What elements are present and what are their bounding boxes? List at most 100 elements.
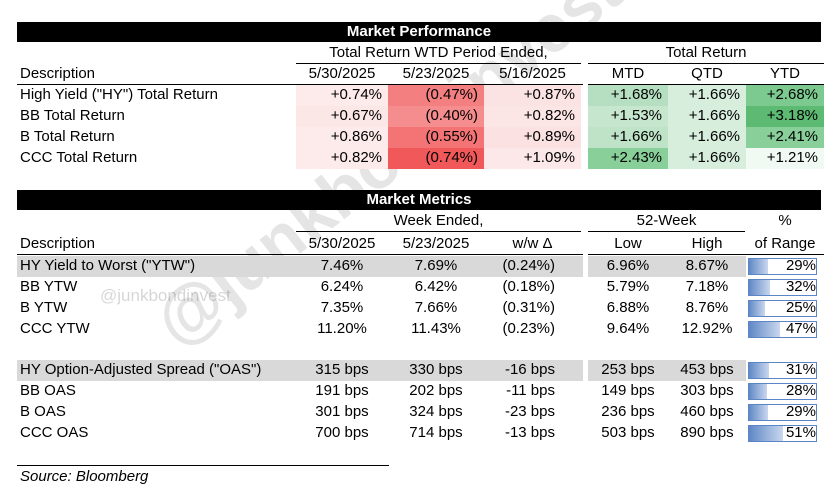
metrics-cell-col2: 11.43% [411, 320, 461, 337]
metrics-header-ww: w/w Δ [512, 235, 553, 252]
perf-cell-col6: +3.18% [766, 107, 818, 124]
range-bar-frame [748, 321, 817, 338]
perf-cell-bg [484, 85, 581, 106]
perf-cell-col3: +0.87% [523, 86, 575, 103]
range-bar [748, 321, 780, 338]
watermark-small: @junkbondinvest [100, 286, 231, 305]
metrics-cell-col4: 149 bps [601, 382, 655, 399]
metrics-cell-col2: 330 bps [409, 361, 463, 378]
metrics-cell-col5: 8.76% [685, 299, 729, 316]
metrics-row-shade [17, 256, 583, 277]
metrics-row-description: CCC YTW [20, 320, 90, 337]
metrics-cell-col1: 7.46% [320, 257, 364, 274]
metrics-cell-col4: 5.79% [606, 278, 650, 295]
metrics-header-col1: 5/30/2025 [308, 235, 376, 252]
perf-cell-bg [484, 106, 581, 127]
metrics-header-underline-left [17, 254, 583, 255]
metrics-row-description: CCC OAS [20, 424, 89, 441]
perf-header-underline-left [17, 84, 583, 85]
range-bar [748, 425, 783, 442]
range-bar-frame [748, 404, 817, 421]
metrics-row-description: B OAS [20, 403, 66, 420]
perf-row-description: B Total Return [20, 128, 115, 145]
metrics-cell-col3: (0.31%) [502, 299, 555, 316]
metrics-cell-col1: 11.20% [317, 320, 367, 337]
perf-cell-col5: +1.66% [688, 149, 740, 166]
metrics-cell-col6: 47% [785, 320, 816, 337]
perf-header-col1: 5/30/2025 [308, 65, 376, 82]
perf-cell-bg [388, 127, 484, 148]
metrics-cell-col2: 202 bps [409, 382, 463, 399]
range-bar-frame [748, 362, 817, 379]
metrics-header-col2: 5/23/2025 [402, 235, 470, 252]
metrics-cell-col3: -16 bps [504, 361, 555, 378]
perf-header-col2: 5/23/2025 [402, 65, 470, 82]
metrics-cell-col2: 6.42% [414, 278, 458, 295]
metrics-cell-col6: 28% [785, 382, 816, 399]
metrics-cell-col4: 6.96% [606, 257, 650, 274]
perf-header-description: Description [20, 65, 96, 82]
metrics-cell-col1: 301 bps [315, 403, 369, 420]
metrics-cell-col5: 460 bps [680, 403, 734, 420]
metrics-cell-col5: 890 bps [680, 424, 734, 441]
metrics-header-high: High [691, 235, 723, 252]
metrics-row-shade [588, 360, 746, 381]
perf-group-underline-tr [588, 63, 824, 64]
perf-cell-bg [296, 85, 388, 106]
perf-header-underline-right [588, 84, 824, 85]
metrics-cell-col5: 453 bps [680, 361, 734, 378]
perf-group-underline-wtd [296, 63, 581, 64]
perf-cell-col3: +0.82% [523, 107, 575, 124]
metrics-cell-col1: 7.35% [320, 299, 364, 316]
perf-cell-col6: +2.68% [766, 86, 818, 103]
perf-cell-col1: +0.67% [330, 107, 382, 124]
metrics-row-description: BB YTW [20, 278, 78, 295]
metrics-cell-col3: -13 bps [504, 424, 555, 441]
perf-row-description: BB Total Return [20, 107, 125, 124]
perf-cell-bg [388, 106, 484, 127]
metrics-cell-col5: 8.67% [685, 257, 729, 274]
perf-cell-bg [296, 148, 388, 169]
perf-cell-bg [668, 127, 746, 148]
perf-row-description: High Yield ("HY") Total Return [20, 86, 218, 103]
market-metrics-title: Market Metrics [17, 190, 821, 210]
perf-cell-bg [484, 148, 581, 169]
perf-cell-bg [296, 106, 388, 127]
metrics-cell-col3: (0.18%) [502, 278, 555, 295]
perf-cell-col4: +1.66% [610, 128, 662, 145]
perf-cell-col6: +1.21% [766, 149, 818, 166]
metrics-group-underline-week [296, 231, 581, 232]
market-performance-title: Market Performance [17, 22, 821, 42]
metrics-cell-col1: 315 bps [315, 361, 369, 378]
metrics-cell-col3: -11 bps [506, 382, 555, 399]
perf-cell-bg [746, 85, 824, 106]
metrics-cell-col5: 12.92% [681, 320, 733, 337]
perf-cell-bg [668, 106, 746, 127]
perf-cell-col5: +1.66% [688, 86, 740, 103]
metrics-header-description: Description [20, 235, 96, 252]
perf-cell-bg [588, 127, 668, 148]
metrics-cell-col6: 51% [785, 424, 816, 441]
perf-cell-col1: +0.86% [330, 128, 382, 145]
perf-cell-col3: +0.89% [523, 128, 575, 145]
perf-cell-bg [484, 127, 581, 148]
perf-group-total-return: Total Return [665, 44, 747, 61]
perf-group-wtd: Total Return WTD Period Ended, [329, 44, 548, 61]
perf-cell-col2: (0.47%) [425, 86, 478, 103]
perf-header-ytd: YTD [770, 65, 800, 82]
metrics-cell-col3: (0.24%) [502, 257, 555, 274]
metrics-cell-col1: 700 bps [315, 424, 369, 441]
metrics-header-of-range: of Range [754, 235, 816, 252]
perf-cell-col1: +0.82% [330, 149, 382, 166]
metrics-cell-col6: 29% [785, 403, 816, 420]
metrics-group-underline-52 [588, 231, 745, 232]
perf-cell-col6: +2.41% [766, 128, 818, 145]
perf-cell-bg [746, 148, 824, 169]
range-bar [748, 279, 770, 296]
perf-cell-col2: (0.55%) [425, 128, 478, 145]
metrics-header-underline-right [588, 254, 824, 255]
metrics-cell-col3: (0.23%) [502, 320, 555, 337]
perf-cell-col2: (0.74%) [425, 149, 478, 166]
range-bar-frame [748, 279, 817, 296]
perf-cell-col1: +0.74% [330, 86, 382, 103]
